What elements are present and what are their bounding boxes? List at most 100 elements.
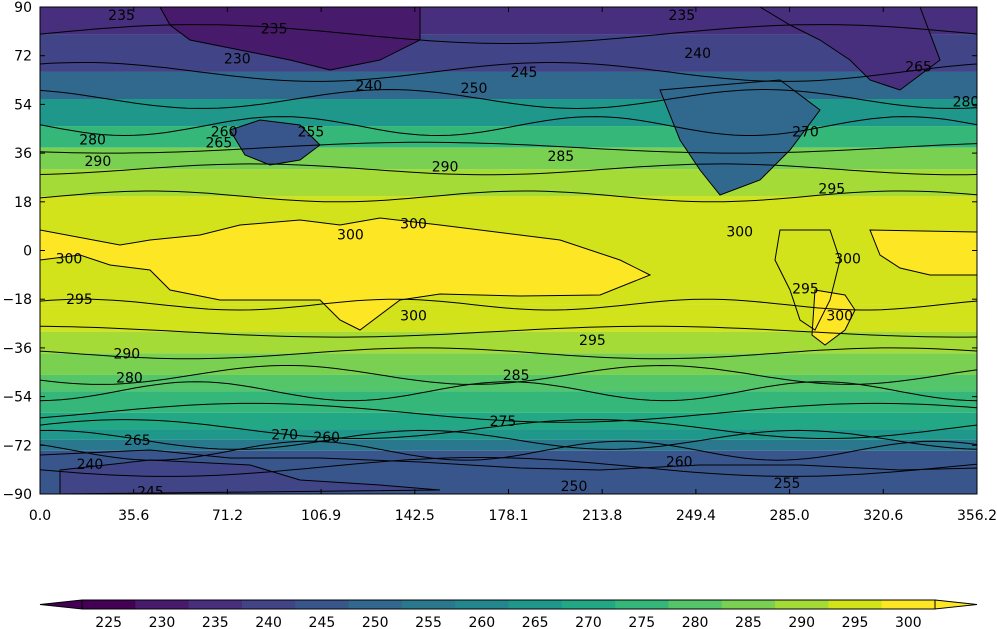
y-tick-label: −72	[2, 438, 32, 454]
contour-label: 270	[271, 427, 298, 443]
contour-label: 245	[137, 484, 164, 500]
contour-label: 255	[298, 124, 325, 140]
contour-line	[40, 419, 977, 439]
contour-label: 275	[490, 414, 517, 430]
contour-line	[759, 7, 941, 91]
colorbar-segment	[615, 600, 669, 609]
contour-label: 235	[668, 8, 695, 24]
contour-label: 235	[261, 22, 288, 38]
contour-line	[774, 229, 841, 331]
temperature-band	[40, 71, 977, 99]
x-tick-label: 35.6	[118, 508, 149, 524]
region-greenland-cold	[760, 7, 940, 90]
contour-label: 280	[953, 95, 980, 111]
contour-label: 290	[113, 346, 140, 362]
colorbar-tick-label: 265	[522, 615, 549, 629]
contour-label: 290	[85, 154, 112, 170]
contour-label: 265	[905, 60, 932, 76]
colorbar-tick-label: 285	[735, 615, 762, 629]
contour-line	[59, 459, 441, 494]
x-tick-label: 356.2	[957, 508, 997, 524]
y-tick-label: −18	[2, 292, 32, 308]
contour-label: 290	[432, 160, 459, 176]
temperature-band	[40, 391, 977, 413]
x-tick-label: 320.6	[863, 508, 903, 524]
contour-line	[40, 347, 977, 360]
colorbar-tick-label: 255	[415, 615, 442, 629]
contour-label: 235	[108, 8, 135, 24]
x-axis: 0.0 35.6 71.2 106.9 142.5 178.1 213.8 249.4 285.…	[29, 7, 997, 524]
contour-lines	[40, 7, 977, 494]
contour-line	[40, 325, 977, 338]
region-warm-pool	[40, 218, 650, 330]
contour-label: 300	[834, 252, 861, 268]
contour-label: 280	[79, 133, 106, 149]
colorbar-tick-label: 300	[895, 615, 922, 629]
contour-line	[869, 229, 977, 276]
y-tick-label: 18	[14, 195, 32, 211]
contour-label: 240	[684, 46, 711, 62]
y-tick-label: 90	[14, 0, 32, 16]
region-antarctic-interior	[60, 460, 440, 494]
y-axis: 90 72 54 36 18 0 −18 −36 −54 −72 −90	[2, 0, 977, 503]
colorbar-tick-label: 275	[628, 615, 655, 629]
contour-line	[40, 190, 977, 203]
contour-label: 270	[792, 124, 819, 140]
temperature-band	[40, 169, 977, 197]
temperature-band	[40, 331, 977, 354]
colorbar-segment	[668, 600, 723, 609]
colorbar-tick-label: 245	[309, 615, 336, 629]
temperature-band	[40, 439, 977, 451]
contour-line	[40, 429, 977, 450]
x-tick-label: 285.0	[770, 508, 810, 524]
x-tick-label: 249.4	[676, 508, 716, 524]
contour-line	[40, 88, 977, 110]
contour-label: 300	[826, 308, 853, 324]
colorbar-tick-label: 225	[95, 615, 122, 629]
contour-label: 245	[511, 65, 538, 81]
colorbar-tick-label: 270	[575, 615, 602, 629]
colorbar-segment	[561, 600, 616, 609]
x-tick-label: 0.0	[29, 508, 51, 524]
contour-line	[40, 163, 977, 176]
contour-label: 300	[337, 227, 364, 243]
colorbar-segment	[188, 600, 243, 609]
contour-label: 295	[66, 292, 93, 308]
x-tick-label: 142.5	[395, 508, 435, 524]
contour-line	[40, 62, 977, 82]
y-tick-label: 54	[14, 97, 32, 113]
colorbar-segment	[881, 600, 936, 609]
colorbar-segment	[721, 600, 776, 609]
colorbar-frame	[81, 599, 936, 610]
temperature-regions	[40, 7, 977, 494]
colorbar-tick-label: 260	[468, 615, 495, 629]
y-tick-label: −36	[2, 341, 32, 357]
contour-label: 240	[77, 457, 104, 473]
region-warm-brazil	[812, 290, 855, 345]
plot-area	[40, 7, 977, 494]
contour-line	[159, 7, 421, 71]
contour-line	[40, 381, 977, 402]
contour-label: 260	[313, 430, 340, 446]
contour-line	[40, 364, 977, 385]
colorbar-tick-label: 250	[362, 615, 389, 629]
contour-label: 285	[503, 368, 530, 384]
contour-label: 300	[56, 252, 83, 268]
x-tick-label: 106.9	[301, 508, 341, 524]
contour-label: 250	[461, 81, 488, 97]
contour-line	[40, 298, 977, 311]
y-tick-label: 0	[23, 244, 32, 260]
colorbar-extend-high	[934, 599, 978, 610]
colorbar-segment	[401, 600, 456, 609]
contour-line	[40, 141, 977, 154]
contour-label: 255	[774, 476, 801, 492]
contour-line	[40, 440, 977, 461]
contour-line	[40, 24, 977, 44]
region-north-polar-cold	[160, 7, 420, 70]
colorbar-segment	[455, 600, 509, 609]
contour-line	[40, 457, 977, 477]
contour-line	[40, 116, 977, 137]
x-tick-label: 178.1	[488, 508, 528, 524]
colorbar: 225 230 235 240 245 250 255 260 265 270 275 280 285 2…	[39, 599, 978, 629]
